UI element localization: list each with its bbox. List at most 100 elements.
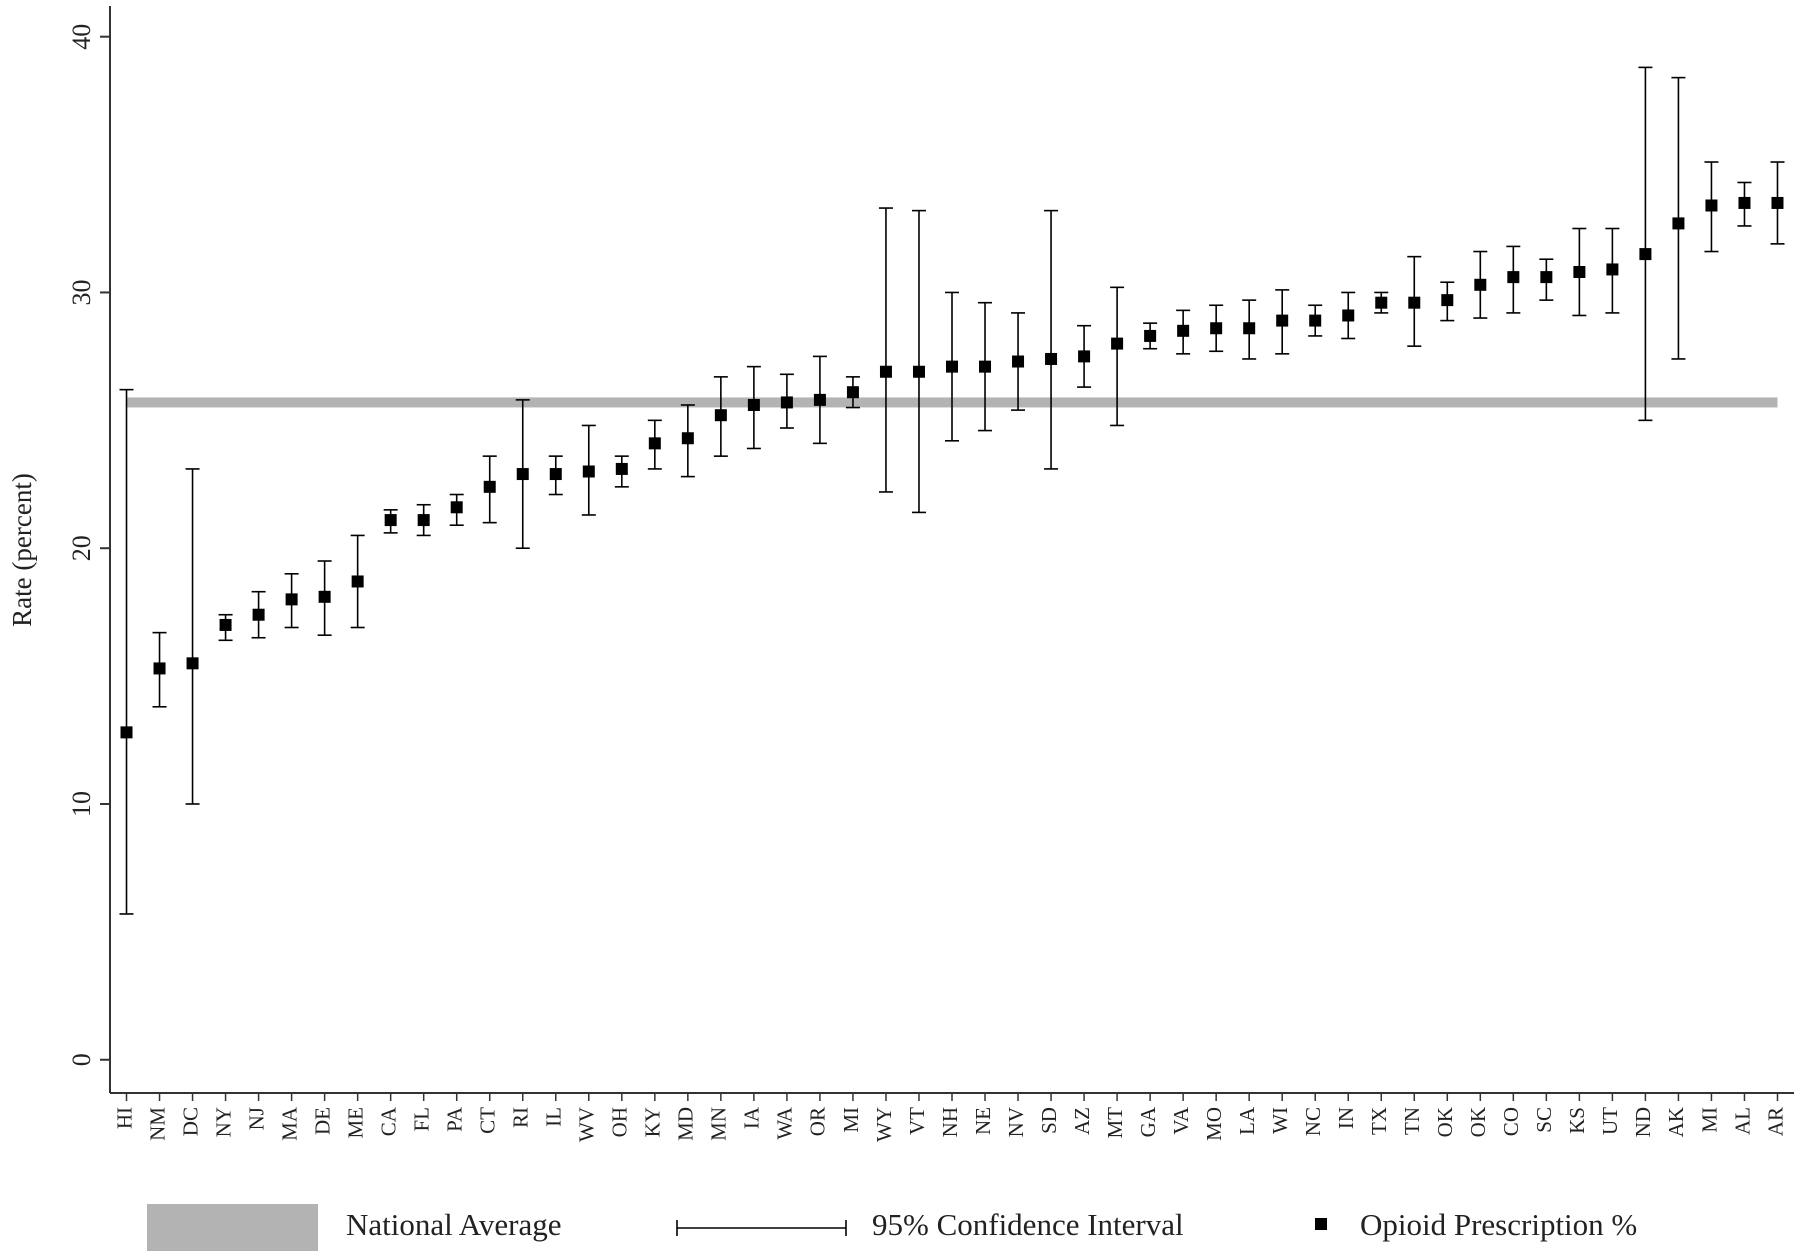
x-tick-label: ME — [343, 1107, 367, 1139]
x-tick-label: MA — [277, 1106, 301, 1141]
x-tick-label: WV — [575, 1107, 599, 1142]
point — [1045, 352, 1058, 365]
point — [1573, 265, 1586, 278]
point — [681, 432, 694, 445]
x-tick-label: OR — [806, 1107, 830, 1136]
point — [912, 365, 925, 378]
point — [1342, 309, 1355, 322]
point — [120, 726, 133, 739]
point — [1606, 263, 1619, 276]
point — [417, 514, 430, 527]
point — [582, 465, 595, 478]
point — [879, 365, 892, 378]
x-tick-label: WA — [773, 1106, 797, 1139]
y-tick-label: 30 — [67, 279, 96, 305]
point — [1738, 196, 1751, 209]
x-tick-label: MD — [674, 1107, 698, 1141]
point — [1639, 248, 1652, 261]
point — [450, 501, 463, 514]
x-tick-label: VT — [905, 1107, 929, 1135]
point — [516, 468, 529, 481]
x-tick-label: VA — [1169, 1106, 1193, 1134]
x-tick-label: IA — [740, 1106, 764, 1129]
x-tick-label: MI — [839, 1107, 863, 1133]
x-tick-label: AK — [1664, 1107, 1688, 1137]
point — [1078, 350, 1091, 363]
point — [615, 462, 628, 475]
x-tick-label: CT — [476, 1107, 500, 1134]
x-tick-label: SD — [1037, 1107, 1061, 1134]
x-tick-label: MO — [1202, 1107, 1226, 1141]
x-tick-label: NY — [211, 1107, 235, 1137]
point — [351, 575, 364, 588]
x-tick-label: NE — [971, 1107, 995, 1135]
legend-label: Opioid Prescription % — [1360, 1207, 1637, 1242]
x-tick-label: GA — [1136, 1106, 1160, 1137]
x-tick-label: DE — [310, 1107, 334, 1135]
point — [1375, 296, 1388, 309]
point — [1177, 324, 1190, 337]
x-tick-label: NH — [938, 1107, 962, 1137]
point — [1111, 337, 1124, 350]
x-tick-label: SC — [1532, 1107, 1556, 1133]
y-tick-label: 10 — [67, 791, 96, 817]
x-tick-label: WY — [872, 1107, 896, 1142]
point — [1012, 355, 1025, 368]
point — [549, 468, 562, 481]
point — [1309, 314, 1322, 327]
x-tick-label: MN — [707, 1107, 731, 1141]
x-tick-label: IN — [1334, 1107, 1358, 1129]
x-tick-label: MI — [1697, 1107, 1721, 1133]
y-tick-label: 0 — [67, 1053, 96, 1066]
x-tick-label: RI — [509, 1107, 533, 1128]
x-tick-label: TX — [1367, 1107, 1391, 1135]
point — [780, 396, 793, 409]
point — [747, 398, 760, 411]
x-tick-label: AZ — [1070, 1107, 1094, 1135]
point — [1507, 271, 1520, 284]
x-tick-label: OK — [1466, 1107, 1490, 1137]
point — [946, 360, 958, 373]
x-tick-label: AL — [1730, 1107, 1754, 1135]
x-tick-label: KS — [1565, 1107, 1589, 1134]
point — [1672, 217, 1685, 230]
x-tick-label: WI — [1268, 1107, 1292, 1134]
legend-point — [1315, 1218, 1327, 1230]
point — [1276, 314, 1289, 327]
y-tick-label: 20 — [67, 535, 96, 561]
point — [1705, 199, 1718, 212]
y-axis-label: Rate (percent) — [7, 473, 37, 627]
x-tick-label: OK — [1433, 1107, 1457, 1137]
point — [153, 662, 166, 675]
point — [979, 360, 992, 373]
point — [1144, 329, 1157, 342]
point — [186, 657, 199, 670]
x-tick-label: HI — [112, 1107, 136, 1129]
x-tick-label: NJ — [244, 1107, 268, 1130]
point — [285, 593, 298, 606]
x-tick-label: IL — [542, 1107, 566, 1127]
x-tick-label: PA — [443, 1106, 467, 1132]
x-tick-label: OH — [608, 1107, 632, 1137]
legend-label: 95% Confidence Interval — [872, 1207, 1184, 1242]
x-tick-label: AR — [1763, 1107, 1787, 1136]
x-tick-label: FL — [409, 1107, 433, 1132]
point — [384, 514, 397, 527]
x-tick-label: TN — [1400, 1107, 1424, 1135]
x-tick-label: CA — [376, 1106, 400, 1136]
x-tick-label: ND — [1631, 1107, 1655, 1137]
x-tick-label: NM — [145, 1107, 169, 1141]
x-tick-label: NC — [1301, 1107, 1325, 1136]
point — [648, 437, 661, 450]
legend-label: National Average — [346, 1207, 561, 1242]
point — [219, 618, 232, 631]
point — [318, 590, 331, 603]
point — [1243, 322, 1256, 335]
point — [813, 393, 826, 406]
point — [1408, 296, 1421, 309]
point — [1540, 271, 1553, 284]
x-tick-label: LA — [1235, 1106, 1259, 1135]
legend-band — [147, 1204, 318, 1251]
x-tick-label: NV — [1004, 1107, 1028, 1137]
